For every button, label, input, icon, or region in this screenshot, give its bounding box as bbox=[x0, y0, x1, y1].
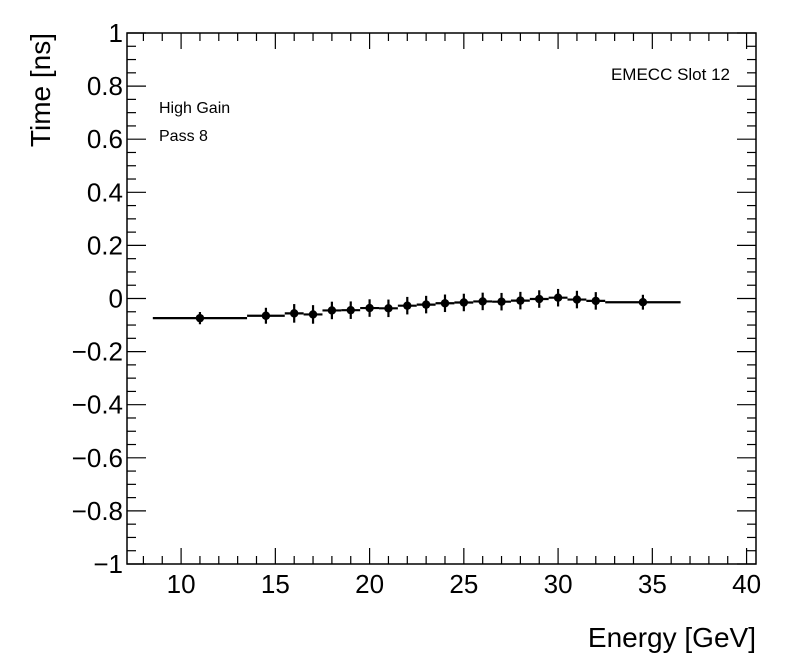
data-marker bbox=[638, 298, 648, 307]
data-point bbox=[473, 292, 493, 311]
y-tick-label: −0.8 bbox=[72, 496, 123, 526]
data-point bbox=[510, 291, 530, 310]
x-tick-label: 15 bbox=[261, 569, 290, 599]
data-point bbox=[397, 296, 417, 315]
data-marker bbox=[553, 293, 563, 302]
x-tick-label: 10 bbox=[167, 569, 196, 599]
data-marker bbox=[591, 296, 600, 306]
data-point bbox=[416, 295, 436, 314]
data-marker bbox=[195, 313, 205, 323]
y-tick-label: −0.4 bbox=[72, 390, 123, 420]
data-marker bbox=[421, 300, 431, 309]
x-tick-label: 40 bbox=[732, 569, 761, 599]
y-tick-label: −1 bbox=[93, 549, 123, 579]
data-marker bbox=[459, 298, 469, 307]
data-marker bbox=[403, 301, 412, 310]
data-point bbox=[341, 301, 361, 319]
data-point bbox=[284, 304, 304, 323]
data-point bbox=[360, 299, 380, 317]
y-tick-label: 1 bbox=[109, 18, 123, 48]
annotation-pass: Pass 8 bbox=[159, 128, 208, 145]
data-marker bbox=[346, 305, 355, 315]
y-axis-title: Time [ns] bbox=[25, 33, 56, 147]
data-marker bbox=[289, 309, 299, 318]
x-tick-label: 30 bbox=[544, 569, 573, 599]
y-tick-label: 0 bbox=[109, 284, 123, 314]
data-marker bbox=[516, 296, 525, 305]
data-point bbox=[605, 294, 681, 310]
data-marker bbox=[572, 295, 582, 304]
y-tick-label: 0.8 bbox=[87, 71, 123, 101]
data-marker bbox=[440, 299, 450, 308]
y-tick-label: 0.2 bbox=[87, 230, 123, 260]
y-tick-label: −0.2 bbox=[72, 337, 123, 367]
data-marker bbox=[365, 303, 374, 313]
x-tick-label: 35 bbox=[638, 569, 667, 599]
x-tick-label: 20 bbox=[355, 569, 384, 599]
y-tick-label: 0.6 bbox=[87, 124, 123, 154]
data-marker bbox=[308, 310, 318, 319]
axis-tick-labels: 10 15 20 25 30 35 40 −1 −0.8 −0.6 −0.4 −0.2 0 0.2 0.4 0… bbox=[72, 18, 761, 599]
data-point bbox=[454, 293, 474, 312]
data-point bbox=[152, 312, 248, 325]
data-marks bbox=[152, 288, 681, 325]
data-point bbox=[322, 301, 342, 320]
data-point bbox=[567, 290, 587, 309]
data-marker bbox=[535, 294, 544, 304]
data-point bbox=[492, 292, 511, 311]
data-marker bbox=[384, 304, 393, 313]
data-point bbox=[529, 290, 549, 308]
annotation-gain: High Gain bbox=[159, 100, 230, 117]
data-point bbox=[586, 292, 606, 310]
plot-frame bbox=[126, 32, 757, 565]
y-tick-label: −0.6 bbox=[72, 443, 123, 473]
data-point bbox=[379, 299, 398, 318]
annotation-slot: EMECC Slot 12 bbox=[611, 65, 730, 84]
data-marker bbox=[497, 297, 506, 306]
data-marker bbox=[478, 297, 487, 306]
y-tick-label: 0.4 bbox=[87, 177, 123, 207]
data-point bbox=[247, 307, 285, 324]
axis-ticks bbox=[127, 32, 756, 565]
data-point bbox=[435, 294, 455, 313]
data-point bbox=[303, 305, 323, 324]
data-marker bbox=[261, 311, 271, 320]
x-tick-label: 25 bbox=[449, 569, 478, 599]
data-marker bbox=[327, 306, 337, 315]
data-point bbox=[548, 288, 568, 307]
x-axis-title: Energy [GeV] bbox=[588, 622, 756, 653]
